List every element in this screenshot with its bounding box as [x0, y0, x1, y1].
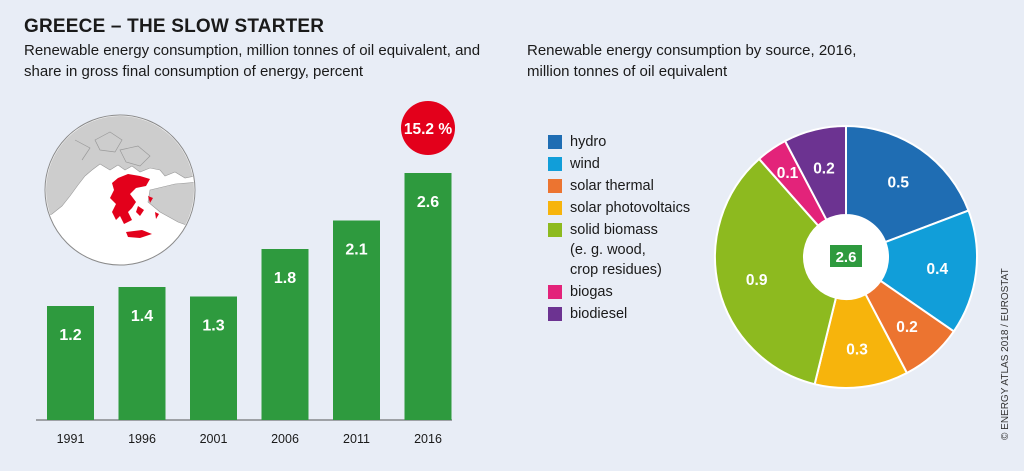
chart-title: GREECE – THE SLOW STARTER — [24, 16, 325, 37]
source-credit: © ENERGY ATLAS 2018 / EUROSTAT — [1000, 268, 1011, 440]
legend-label: solar photovoltaics — [570, 200, 691, 216]
legend-swatch — [548, 179, 562, 193]
x-tick-label: 2011 — [343, 432, 370, 446]
legend-swatch — [548, 307, 562, 321]
donut-slice-value-label: 0.3 — [846, 341, 868, 358]
donut-slice-value-label: 0.5 — [887, 174, 909, 191]
legend-swatch — [548, 223, 562, 237]
bar-value-label: 1.2 — [59, 327, 81, 344]
legend-swatch — [548, 285, 562, 299]
bar-2001 — [190, 296, 237, 420]
donut-chart-subtitle: Renewable energy consumption by source, … — [527, 42, 857, 80]
legend-label: hydro — [570, 134, 607, 150]
legend-label: solar thermal — [570, 178, 654, 194]
donut-chart: 0.5 0.4 0.2 0.3 0.9 0.1 0.2 2.6 — [714, 124, 978, 389]
x-tick-label: 1996 — [128, 432, 156, 446]
bar-series: 1.2 1991 1.4 1996 1.3 2001 1.8 2006 2.1 2011 2.6 20… — [47, 173, 452, 446]
bar-value-label: 1.4 — [131, 308, 153, 325]
donut-slice-value-label: 0.1 — [777, 165, 799, 182]
legend-swatch — [548, 201, 562, 215]
legend-item: solar thermal — [548, 176, 740, 196]
legend-label: solid biomass (e. g. wood, crop residues) — [570, 222, 662, 278]
x-tick-label: 1991 — [57, 432, 85, 446]
legend-swatch — [548, 157, 562, 171]
legend-item: hydro — [548, 132, 740, 152]
bar-2006 — [261, 249, 309, 420]
legend-item: biodiesel — [548, 304, 740, 324]
donut-slice-value-label: 0.2 — [896, 319, 918, 336]
donut-legend: hydro wind solar thermal solar photovoltaic… — [548, 132, 740, 326]
bar-1991 — [47, 306, 94, 420]
bar-2016 — [404, 173, 452, 420]
donut-slice-value-label: 0.4 — [927, 261, 949, 278]
legend-label: wind — [570, 156, 600, 172]
share-badge-circle — [401, 101, 455, 155]
donut-total-label: 2.6 — [836, 249, 857, 266]
donut-slice-value-label: 0.9 — [746, 272, 768, 289]
bar-1996 — [118, 287, 166, 420]
legend-item: solar photovoltaics — [548, 198, 740, 218]
legend-item: wind — [548, 154, 740, 174]
x-tick-label: 2006 — [271, 432, 299, 446]
legend-swatch — [548, 135, 562, 149]
bar-value-label: 1.3 — [202, 318, 224, 335]
bar-value-label: 2.6 — [417, 194, 439, 211]
donut-slice-value-label: 0.2 — [813, 161, 835, 178]
bar-chart-subtitle: Renewable energy consumption, million to… — [24, 42, 481, 80]
bar-value-label: 1.8 — [274, 270, 296, 287]
greece-map-globe — [44, 114, 196, 266]
share-badge-label: 15.2 % — [404, 121, 452, 138]
x-tick-label: 2001 — [200, 432, 228, 446]
legend-item: solid biomass (e. g. wood, crop residues) — [548, 220, 740, 280]
donut-total-box — [830, 245, 862, 267]
bar-2011 — [333, 220, 380, 420]
greece-shape — [110, 174, 159, 238]
legend-label: biogas — [570, 284, 613, 300]
share-badge: 15.2 % — [401, 101, 455, 155]
bar-value-label: 2.1 — [345, 242, 367, 259]
legend-item: biogas — [548, 282, 740, 302]
x-tick-label: 2016 — [414, 432, 442, 446]
legend-label: biodiesel — [570, 306, 628, 322]
